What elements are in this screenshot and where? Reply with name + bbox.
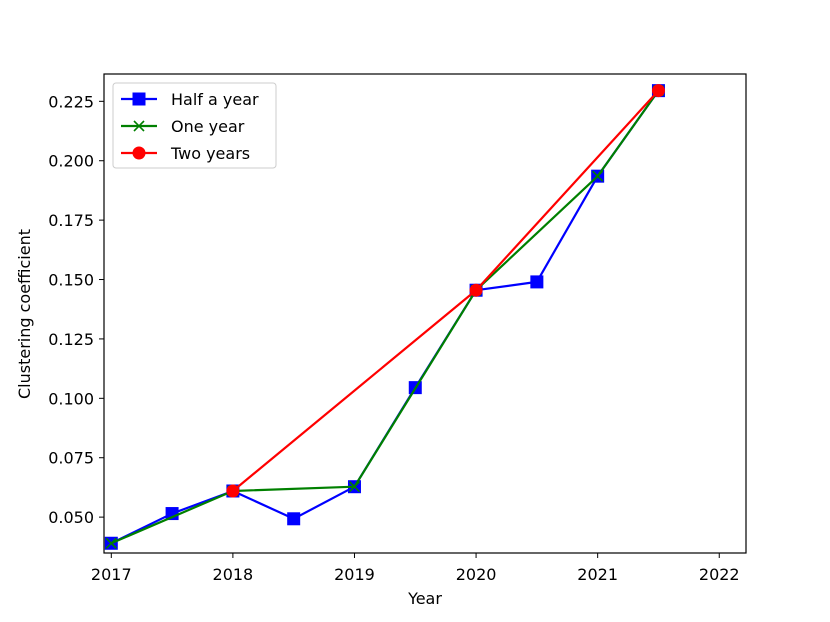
legend-label: One year [171,117,245,136]
y-tick-label: 0.150 [48,271,94,290]
data-point [651,84,665,98]
x-tick-label: 2017 [91,565,132,584]
x-tick-label: 2022 [699,565,740,584]
y-axis-label: Clustering coefficient [15,229,34,399]
series-2 [226,84,665,498]
legend-swatch-marker [133,120,145,132]
x-axis-label: Year [407,589,442,608]
legend-swatch-marker [132,92,146,106]
data-point [592,170,604,182]
data-point [287,512,301,526]
legend: Half a year One year Two years [112,82,277,169]
plot-layer [104,84,665,550]
x-tick-label: 2021 [577,565,618,584]
y-tick-label: 0.225 [48,92,94,111]
legend-label: Two years [170,144,250,163]
legend-item: One year [121,117,245,136]
data-point [105,537,117,549]
x-tick-label: 2019 [334,565,375,584]
plot-area-frame [103,73,747,554]
y-tick-label: 0.200 [48,152,94,171]
legend-swatch-marker [132,146,146,160]
series-line [232,89,660,492]
legend-frame [112,82,277,169]
x-axis: 2017 2018 2019 2020 2021 2022 [91,553,740,584]
y-tick-label: 0.100 [48,389,94,408]
y-tick-label: 0.050 [48,508,94,527]
legend-items: Half a year One year Two years [121,90,259,163]
data-point [530,275,544,289]
legend-item: Two years [121,144,250,163]
series-line [110,89,660,545]
y-tick-label: 0.075 [48,449,94,468]
y-tick-label: 0.125 [48,330,94,349]
y-tick-label: 0.175 [48,211,94,230]
data-point [469,283,483,297]
legend-label: Half a year [171,90,259,109]
x-tick-label: 2020 [456,565,497,584]
data-point [348,481,361,493]
x-tick-label: 2018 [213,565,254,584]
y-axis: 0.050 0.075 0.100 0.125 0.150 0.175 0.200 0.225 [48,92,104,527]
data-point [226,484,240,498]
legend-item: Half a year [121,90,259,109]
